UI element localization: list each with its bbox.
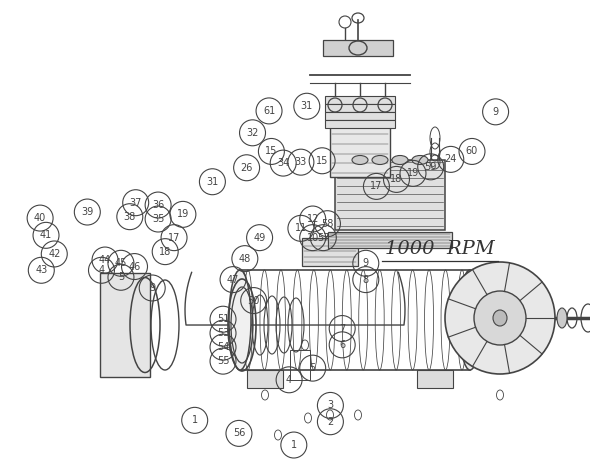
Text: 44: 44 xyxy=(99,255,111,265)
Text: 1: 1 xyxy=(291,440,297,450)
FancyBboxPatch shape xyxy=(323,40,393,56)
Text: 55: 55 xyxy=(217,356,230,366)
Text: 48: 48 xyxy=(239,254,251,264)
Text: 1: 1 xyxy=(192,415,198,425)
FancyBboxPatch shape xyxy=(417,370,453,388)
Text: 61: 61 xyxy=(263,106,275,116)
FancyBboxPatch shape xyxy=(325,112,395,120)
Text: 37: 37 xyxy=(130,198,142,208)
Text: 9: 9 xyxy=(149,283,155,293)
Text: 19: 19 xyxy=(407,168,419,178)
Text: 12: 12 xyxy=(307,214,319,224)
FancyBboxPatch shape xyxy=(247,370,283,388)
Text: 7: 7 xyxy=(339,323,345,334)
Text: 26: 26 xyxy=(241,163,253,173)
Text: 17: 17 xyxy=(168,233,180,243)
Text: 1000  RPM: 1000 RPM xyxy=(385,240,494,258)
Text: 18: 18 xyxy=(391,174,402,185)
Text: 56: 56 xyxy=(233,428,245,439)
Text: 18: 18 xyxy=(159,247,171,257)
Ellipse shape xyxy=(557,308,567,328)
Text: 31: 31 xyxy=(206,177,218,187)
FancyBboxPatch shape xyxy=(100,273,150,377)
Text: 57: 57 xyxy=(317,233,330,243)
Ellipse shape xyxy=(459,270,481,370)
Text: 51: 51 xyxy=(217,314,229,324)
Ellipse shape xyxy=(493,310,507,326)
Text: 5: 5 xyxy=(118,272,124,282)
Text: 41: 41 xyxy=(40,230,52,240)
Text: 59: 59 xyxy=(425,162,437,172)
FancyBboxPatch shape xyxy=(330,113,390,177)
FancyBboxPatch shape xyxy=(325,120,395,128)
Text: 19: 19 xyxy=(177,209,189,219)
Text: 9: 9 xyxy=(363,258,369,268)
Text: 49: 49 xyxy=(254,233,266,243)
Text: 15: 15 xyxy=(316,156,328,166)
Ellipse shape xyxy=(445,262,555,374)
Text: 53: 53 xyxy=(217,328,229,338)
Text: 39: 39 xyxy=(81,207,93,217)
Ellipse shape xyxy=(352,156,368,164)
Ellipse shape xyxy=(474,291,526,345)
Text: 42: 42 xyxy=(48,249,60,259)
Text: 36: 36 xyxy=(152,200,164,210)
Text: 3: 3 xyxy=(327,400,333,411)
Text: 32: 32 xyxy=(247,128,258,138)
Text: 4: 4 xyxy=(286,375,292,385)
Ellipse shape xyxy=(412,156,428,164)
Text: 11: 11 xyxy=(295,223,307,233)
Text: 54: 54 xyxy=(217,342,229,352)
Text: 33: 33 xyxy=(295,157,307,167)
FancyBboxPatch shape xyxy=(335,160,445,230)
Text: 46: 46 xyxy=(129,261,140,272)
Text: 6: 6 xyxy=(339,340,345,350)
Text: 40: 40 xyxy=(34,213,46,223)
Text: 10: 10 xyxy=(307,233,319,243)
Text: 24: 24 xyxy=(445,154,457,164)
Text: 60: 60 xyxy=(466,146,478,157)
Text: 47: 47 xyxy=(227,274,239,285)
Ellipse shape xyxy=(229,270,251,370)
Text: 5: 5 xyxy=(310,363,316,373)
Ellipse shape xyxy=(392,156,408,164)
Text: 4: 4 xyxy=(99,265,104,275)
FancyBboxPatch shape xyxy=(325,96,395,104)
Text: 15: 15 xyxy=(266,146,277,157)
Text: 43: 43 xyxy=(35,265,47,275)
Ellipse shape xyxy=(372,156,388,164)
Text: 2: 2 xyxy=(327,417,333,427)
Text: 17: 17 xyxy=(371,181,382,192)
Text: 9: 9 xyxy=(493,107,499,117)
Text: 34: 34 xyxy=(277,158,289,168)
Text: 50: 50 xyxy=(248,295,260,306)
Text: 31: 31 xyxy=(301,101,313,111)
Text: 45: 45 xyxy=(115,258,127,268)
Text: 58: 58 xyxy=(322,219,333,229)
Text: 35: 35 xyxy=(152,214,164,224)
FancyBboxPatch shape xyxy=(328,232,452,248)
FancyBboxPatch shape xyxy=(325,104,395,112)
Text: 8: 8 xyxy=(363,274,369,285)
FancyBboxPatch shape xyxy=(302,238,358,266)
Text: 38: 38 xyxy=(124,212,136,222)
